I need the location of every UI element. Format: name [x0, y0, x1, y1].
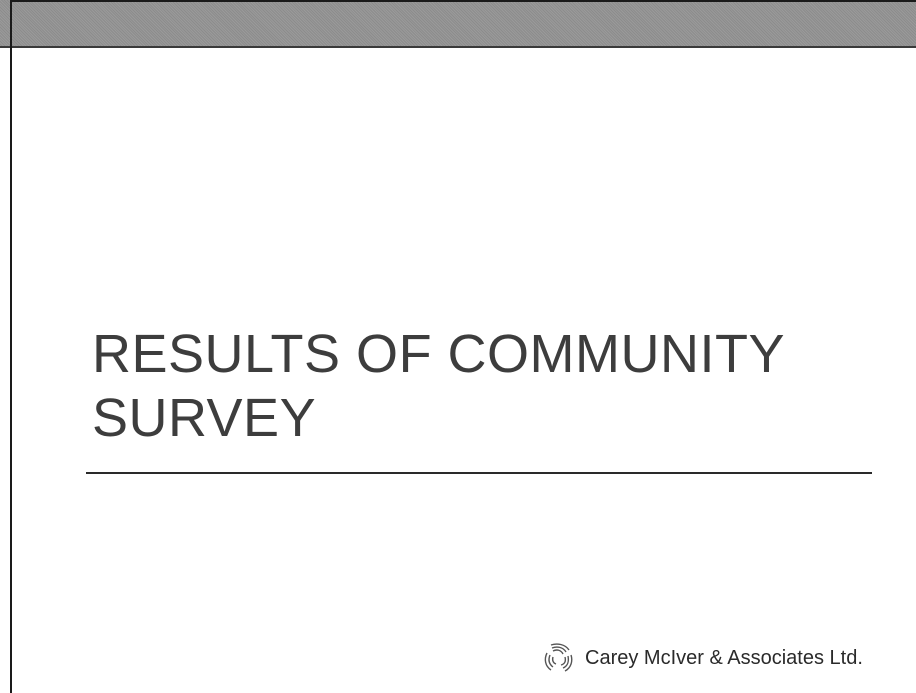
company-logo: Carey McIver & Associates Ltd. [541, 641, 863, 675]
title-underline-rule [86, 472, 872, 474]
slide-title: RESULTS OF COMMUNITY SURVEY [92, 322, 882, 450]
company-logo-icon [544, 643, 573, 672]
title-line-1: RESULTS OF COMMUNITY [92, 324, 786, 384]
company-name: Carey McIver & Associates Ltd. [585, 646, 863, 669]
header-band [0, 0, 916, 48]
slide-top-edge [10, 0, 916, 2]
slide-left-border [10, 0, 12, 693]
title-line-2: SURVEY [92, 388, 317, 448]
